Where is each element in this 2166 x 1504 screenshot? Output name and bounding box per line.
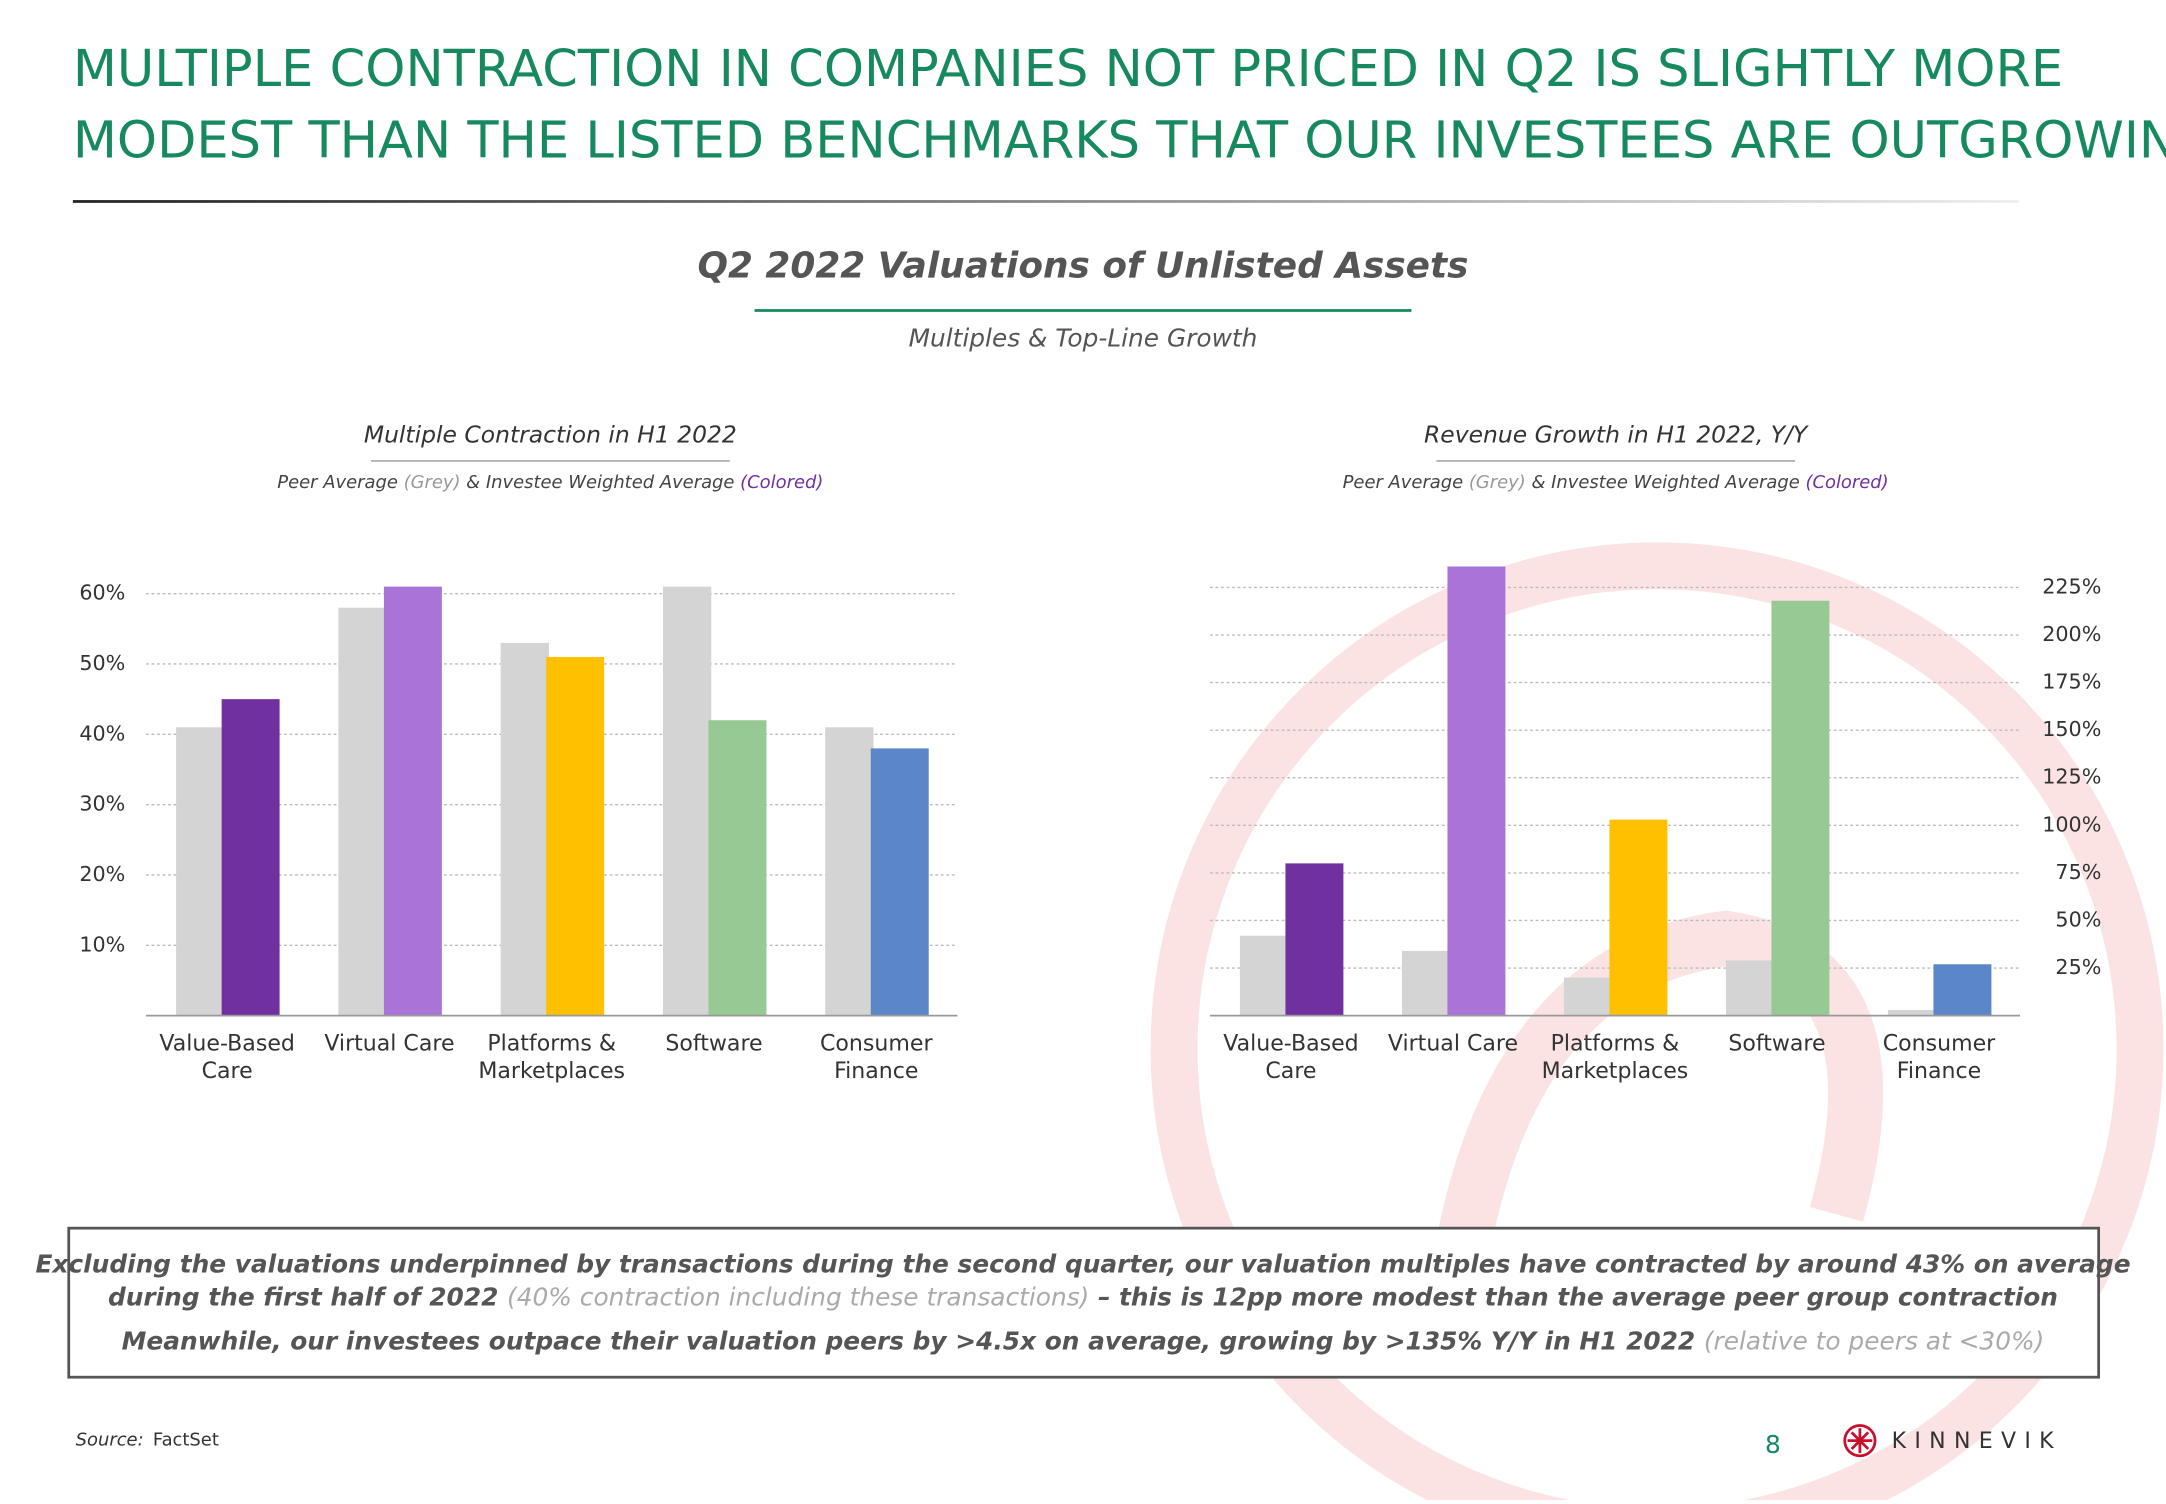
y-tick-label: 40% bbox=[79, 721, 125, 745]
label-line: Value-Based bbox=[159, 1032, 294, 1057]
bar bbox=[1933, 964, 1992, 1016]
x-tick-label: Value-Based Care bbox=[1223, 1032, 1359, 1085]
chart-title: Revenue Growth in H1 2022, Y/Y bbox=[1424, 421, 1809, 449]
y-tick-label: 25% bbox=[2055, 955, 2101, 979]
label-line: Platforms & bbox=[487, 1032, 616, 1057]
label-line: Value-Based bbox=[1223, 1032, 1359, 1057]
y-tick-label: 30% bbox=[79, 792, 125, 816]
bar bbox=[1285, 863, 1344, 1016]
y-tick-label: 50% bbox=[2055, 907, 2101, 931]
label-line: Marketplaces bbox=[478, 1059, 625, 1084]
bar bbox=[1239, 935, 1289, 1016]
brand: KINNEVIK bbox=[1892, 1429, 2062, 1454]
subtitle-part: Peer Average bbox=[277, 472, 403, 493]
bar bbox=[662, 586, 712, 1016]
y-tick-label: 150% bbox=[2042, 717, 2101, 741]
y-tick-label: 75% bbox=[2055, 860, 2101, 884]
label-line: Finance bbox=[834, 1059, 918, 1084]
label-line: Care bbox=[1265, 1059, 1316, 1084]
label-line: Platforms & bbox=[1551, 1032, 1680, 1057]
callout-box bbox=[67, 1226, 2101, 1379]
heading-rule bbox=[754, 309, 1412, 312]
callout-segment: – this is 12pp more modest than the aver… bbox=[1089, 1283, 2058, 1312]
bar bbox=[176, 727, 225, 1016]
bar bbox=[500, 642, 549, 1016]
subtitle-part: (Colored) bbox=[740, 472, 823, 493]
callout-line: during the first half of 2022 (40% contr… bbox=[108, 1283, 2058, 1312]
callout-line: Excluding the valuations underpinned by … bbox=[35, 1249, 2130, 1278]
page-number: 8 bbox=[1765, 1430, 1781, 1459]
y-tick-label: 10% bbox=[79, 932, 125, 956]
chart-title: Multiple Contraction in H1 2022 bbox=[364, 421, 737, 449]
bar bbox=[1725, 960, 1775, 1016]
y-tick-label: 50% bbox=[79, 651, 125, 675]
bar bbox=[1887, 1009, 1937, 1016]
callout-segment: (relative to peers at <30%) bbox=[1704, 1327, 2044, 1356]
bar bbox=[1771, 600, 1830, 1016]
bar bbox=[221, 699, 280, 1016]
subheading: Multiples & Top-Line Growth bbox=[909, 323, 1258, 352]
bar bbox=[546, 656, 605, 1016]
x-tick-label: Virtual Care bbox=[324, 1032, 454, 1057]
bar bbox=[825, 727, 874, 1016]
y-tick-label: 100% bbox=[2042, 812, 2101, 836]
bar bbox=[383, 586, 442, 1016]
background-logo bbox=[1150, 542, 2164, 1504]
callout-segment: (40% contraction including these transac… bbox=[507, 1283, 1089, 1312]
label-line: Finance bbox=[1897, 1059, 1981, 1084]
subtitle-part: (Grey) bbox=[404, 472, 461, 493]
x-tick-label: Value-Based Care bbox=[159, 1032, 294, 1085]
x-tick-label: Software bbox=[665, 1032, 762, 1057]
subtitle-part: (Colored) bbox=[1805, 472, 1888, 493]
x-tick-label: Software bbox=[1728, 1032, 1825, 1057]
label-line: Care bbox=[202, 1059, 253, 1084]
subtitle-part: (Grey) bbox=[1469, 472, 1526, 493]
callout-segment: Meanwhile, our investees outpace their v… bbox=[122, 1327, 1704, 1356]
x-tick-label: Consumer Finance bbox=[1883, 1032, 1996, 1085]
callout-segment: during the first half of 2022 bbox=[108, 1283, 507, 1312]
bar bbox=[1563, 977, 1613, 1016]
chart-subtitle: Peer Average (Grey) & Investee Weighted … bbox=[1343, 472, 1889, 493]
label-line: Consumer bbox=[820, 1032, 933, 1057]
title-line: MULTIPLE CONTRACTION IN COMPANIES NOT PR… bbox=[73, 40, 2063, 99]
x-tick-label: Platforms & Marketplaces bbox=[478, 1032, 625, 1085]
bar bbox=[1447, 566, 1506, 1016]
label-line: Marketplaces bbox=[1542, 1059, 1689, 1084]
title-line: MODEST THAN THE LISTED BENCHMARKS THAT O… bbox=[73, 112, 2166, 171]
source: FactSet bbox=[153, 1430, 219, 1451]
callout-line: Meanwhile, our investees outpace their v… bbox=[122, 1327, 2045, 1356]
brand-icon bbox=[1843, 1424, 1877, 1458]
callout-segment: Excluding the valuations underpinned by … bbox=[35, 1249, 2130, 1278]
y-tick-label: 125% bbox=[2042, 765, 2101, 789]
label-line: Consumer bbox=[1883, 1032, 1996, 1057]
chart-subtitle: Peer Average (Grey) & Investee Weighted … bbox=[277, 472, 823, 493]
source-label: Source: bbox=[76, 1430, 144, 1451]
bar bbox=[1401, 950, 1451, 1016]
subtitle-part: & Investee Weighted Average bbox=[1526, 472, 1806, 493]
x-tick-label: Consumer Finance bbox=[820, 1032, 933, 1085]
heading: Q2 2022 Valuations of Unlisted Assets bbox=[698, 246, 1469, 287]
x-tick-label: Virtual Care bbox=[1388, 1032, 1518, 1057]
subtitle-part: Peer Average bbox=[1343, 472, 1469, 493]
bar bbox=[708, 720, 767, 1016]
y-tick-label: 60% bbox=[79, 581, 125, 605]
bar bbox=[338, 607, 387, 1016]
bar bbox=[1609, 819, 1668, 1016]
y-tick-label: 175% bbox=[2042, 670, 2101, 694]
y-tick-label: 225% bbox=[2042, 574, 2101, 598]
title-rule bbox=[72, 200, 2019, 203]
x-tick-label: Platforms & Marketplaces bbox=[1542, 1032, 1689, 1085]
y-tick-label: 20% bbox=[79, 862, 125, 886]
y-tick-label: 200% bbox=[2042, 622, 2101, 646]
subtitle-part: & Investee Weighted Average bbox=[460, 472, 740, 493]
bar bbox=[870, 748, 929, 1016]
